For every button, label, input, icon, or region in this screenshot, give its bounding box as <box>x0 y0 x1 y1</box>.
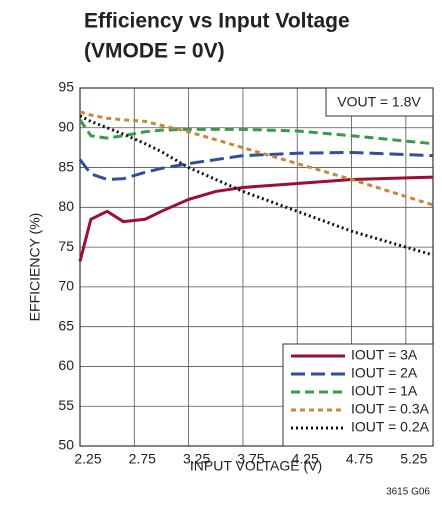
series-line <box>78 175 434 262</box>
annotation-box <box>325 87 434 117</box>
x-axis-label: INPUT VOLTAGE (V) <box>190 458 322 474</box>
series-line <box>79 114 434 257</box>
y-tick-label: 90 <box>58 118 74 134</box>
y-tick-label: 60 <box>58 357 74 373</box>
y-tick-label: 70 <box>58 278 74 294</box>
x-tick-label: 2.75 <box>129 451 156 467</box>
x-tick-label: 3.75 <box>237 451 264 467</box>
legend-label: IOUT = 2A <box>351 365 418 381</box>
legend-label: IOUT = 3A <box>351 347 418 363</box>
chart-subtitle: (VMODE = 0V) <box>84 40 225 63</box>
y-tick-label: 85 <box>58 158 74 174</box>
series-line <box>78 150 434 182</box>
x-tick-label: 2.25 <box>74 451 101 467</box>
chart-title: Efficiency vs Input Voltage <box>84 10 350 33</box>
plot-frame <box>79 87 434 447</box>
legend-label: IOUT = 1A <box>351 383 418 399</box>
annotation: VOUT = 1.8V <box>337 94 421 110</box>
legend-label: IOUT = 0.3A <box>351 401 430 417</box>
x-tick-label: 4.75 <box>346 451 373 467</box>
series-line <box>78 118 434 146</box>
x-tick-label: 4.25 <box>292 451 319 467</box>
footnote: 3615 G06 <box>386 487 430 498</box>
y-tick-label: 80 <box>58 198 74 214</box>
y-tick-label: 50 <box>58 437 74 453</box>
y-tick-label: 95 <box>58 79 74 95</box>
y-tick-label: 75 <box>58 238 74 254</box>
x-tick-label: 5.25 <box>400 451 427 467</box>
series-line <box>79 110 434 207</box>
y-tick-label: 65 <box>58 317 74 333</box>
legend-label: IOUT = 0.2A <box>351 419 430 435</box>
y-axis-label: EFFICIENCY (%) <box>27 213 43 322</box>
x-tick-label: 3.25 <box>183 451 210 467</box>
y-tick-label: 55 <box>58 397 74 413</box>
